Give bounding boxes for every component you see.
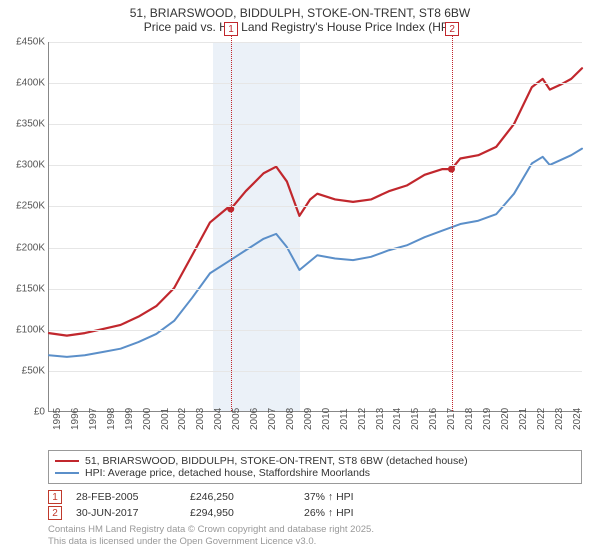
x-axis-label: 2023 xyxy=(554,408,565,430)
series-line-property xyxy=(49,68,582,335)
sale-marker-delta-2: 26% ↑ HPI xyxy=(304,507,404,519)
y-axis-label: £200K xyxy=(1,242,45,253)
x-axis-label: 2002 xyxy=(177,408,188,430)
y-axis-label: £450K xyxy=(1,37,45,48)
sale-marker-date-2: 30-JUN-2017 xyxy=(76,507,176,519)
x-axis-label: 1995 xyxy=(52,408,63,430)
sale-marker-row-1: 1 28-FEB-2005 £246,250 37% ↑ HPI xyxy=(48,490,582,504)
y-axis-label: £100K xyxy=(1,324,45,335)
x-axis-label: 2017 xyxy=(446,408,457,430)
y-axis-label: £250K xyxy=(1,201,45,212)
legend-and-footer: 51, BRIARSWOOD, BIDDULPH, STOKE-ON-TRENT… xyxy=(48,450,582,548)
y-axis-label: £400K xyxy=(1,78,45,89)
footnote-line-2: This data is licensed under the Open Gov… xyxy=(48,536,582,548)
x-axis-label: 2016 xyxy=(428,408,439,430)
footnote: Contains HM Land Registry data © Crown c… xyxy=(48,524,582,548)
x-axis-label: 2000 xyxy=(142,408,153,430)
x-axis-label: 2004 xyxy=(213,408,224,430)
y-axis-label: £150K xyxy=(1,283,45,294)
sale-marker-flag: 1 xyxy=(224,22,238,36)
chart-plot-area: £0£50K£100K£150K£200K£250K£300K£350K£400… xyxy=(48,42,582,412)
x-axis-label: 2018 xyxy=(464,408,475,430)
chart-container: 51, BRIARSWOOD, BIDDULPH, STOKE-ON-TRENT… xyxy=(0,0,600,560)
series-line-hpi xyxy=(49,149,582,357)
x-axis-label: 2003 xyxy=(195,408,206,430)
footnote-line-1: Contains HM Land Registry data © Crown c… xyxy=(48,524,582,536)
chart-gridline xyxy=(49,206,582,207)
x-axis-label: 1997 xyxy=(88,408,99,430)
sale-marker-delta-1: 37% ↑ HPI xyxy=(304,491,404,503)
legend-box: 51, BRIARSWOOD, BIDDULPH, STOKE-ON-TRENT… xyxy=(48,450,582,484)
y-axis-label: £350K xyxy=(1,119,45,130)
title-block: 51, BRIARSWOOD, BIDDULPH, STOKE-ON-TRENT… xyxy=(0,0,600,36)
x-axis-label: 2013 xyxy=(375,408,386,430)
sale-marker-row-2: 2 30-JUN-2017 £294,950 26% ↑ HPI xyxy=(48,506,582,520)
chart-svg xyxy=(49,42,582,411)
chart-gridline xyxy=(49,42,582,43)
chart-gridline xyxy=(49,124,582,125)
y-axis-label: £300K xyxy=(1,160,45,171)
x-axis-label: 2007 xyxy=(267,408,278,430)
chart-gridline xyxy=(49,165,582,166)
legend-row-hpi: HPI: Average price, detached house, Staf… xyxy=(55,467,575,479)
legend-swatch-property xyxy=(55,460,79,462)
sale-marker-price-1: £246,250 xyxy=(190,491,290,503)
y-axis-label: £50K xyxy=(1,365,45,376)
chart-gridline xyxy=(49,83,582,84)
sale-marker-line xyxy=(231,22,232,411)
x-axis-label: 2024 xyxy=(572,408,583,430)
x-axis-label: 2014 xyxy=(392,408,403,430)
x-axis-label: 2011 xyxy=(339,408,350,430)
x-axis-label: 2010 xyxy=(321,408,332,430)
title-line-2: Price paid vs. HM Land Registry's House … xyxy=(0,20,600,34)
chart-gridline xyxy=(49,371,582,372)
chart-gridline xyxy=(49,289,582,290)
legend-label-property: 51, BRIARSWOOD, BIDDULPH, STOKE-ON-TRENT… xyxy=(85,455,468,467)
chart-gridline xyxy=(49,330,582,331)
sale-marker-date-1: 28-FEB-2005 xyxy=(76,491,176,503)
sale-marker-flag: 2 xyxy=(445,22,459,36)
legend-row-property: 51, BRIARSWOOD, BIDDULPH, STOKE-ON-TRENT… xyxy=(55,455,575,467)
sale-marker-box-2: 2 xyxy=(48,506,62,520)
x-axis-label: 1998 xyxy=(106,408,117,430)
x-axis-label: 2021 xyxy=(518,408,529,430)
chart-gridline xyxy=(49,248,582,249)
sale-marker-price-2: £294,950 xyxy=(190,507,290,519)
x-axis-label: 2006 xyxy=(249,408,260,430)
x-axis-label: 2008 xyxy=(285,408,296,430)
x-axis-label: 2020 xyxy=(500,408,511,430)
legend-label-hpi: HPI: Average price, detached house, Staf… xyxy=(85,467,370,479)
x-axis-label: 2001 xyxy=(160,408,171,430)
x-axis-label: 2005 xyxy=(231,408,242,430)
x-axis-label: 2009 xyxy=(303,408,314,430)
sale-marker-table: 1 28-FEB-2005 £246,250 37% ↑ HPI 2 30-JU… xyxy=(48,490,582,520)
title-line-1: 51, BRIARSWOOD, BIDDULPH, STOKE-ON-TRENT… xyxy=(0,6,600,20)
legend-swatch-hpi xyxy=(55,472,79,474)
x-axis-label: 2012 xyxy=(357,408,368,430)
sale-marker-box-1: 1 xyxy=(48,490,62,504)
x-axis-label: 1996 xyxy=(70,408,81,430)
y-axis-label: £0 xyxy=(1,407,45,418)
x-axis-label: 2019 xyxy=(482,408,493,430)
x-axis-label: 2015 xyxy=(410,408,421,430)
x-axis-label: 1999 xyxy=(124,408,135,430)
x-axis-label: 2022 xyxy=(536,408,547,430)
sale-marker-line xyxy=(452,22,453,411)
